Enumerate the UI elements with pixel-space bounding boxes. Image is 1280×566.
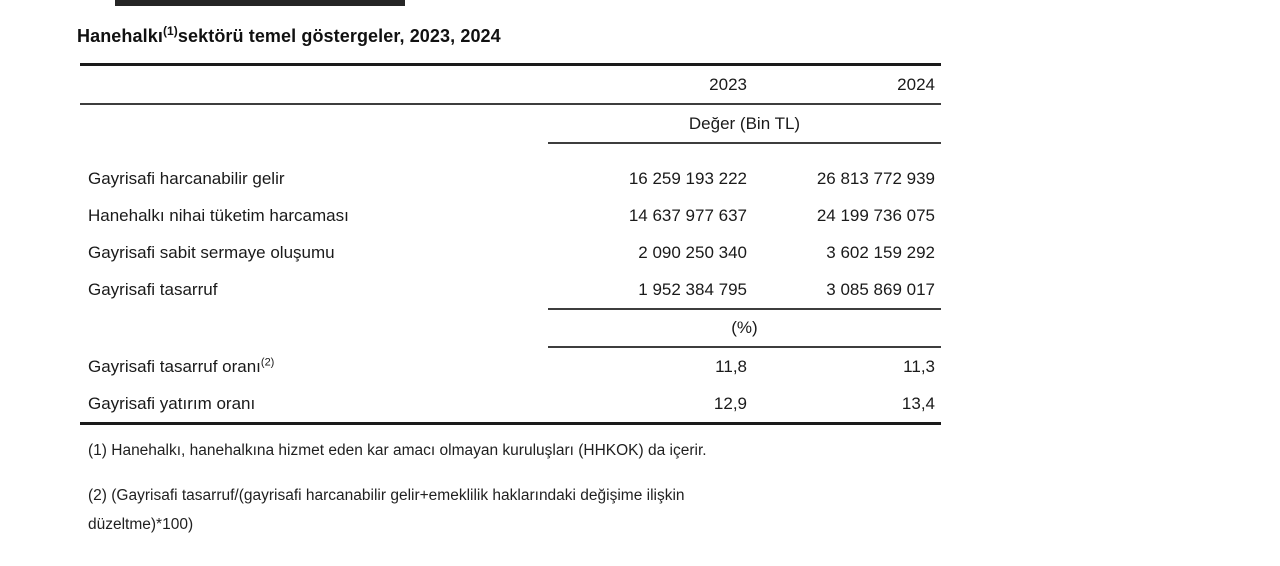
row-label: Gayrisafi harcanabilir gelir [88,168,285,188]
table-header-row: 2023 2024 [80,66,941,103]
row-value-2023: 14 637 977 637 [628,205,747,225]
row-footnote-marker: (2) [260,355,275,368]
row-value-2023: 2 090 250 340 [638,242,747,262]
table-row: Gayrisafi tasarruf 1 952 384 795 3 085 8… [80,271,941,308]
row-value-2024: 26 813 772 939 [816,168,935,188]
row-label: Gayrisafi tasarruf [88,279,218,299]
table-row: Gayrisafi tasarruf oranı(2) 11,8 11,3 [80,348,941,385]
header-year-2023: 2023 [709,74,747,94]
section-header-percent: (%) [731,318,758,337]
page-title-part1: Hanehalkı [77,26,163,47]
row-value-2023: 1 952 384 795 [638,279,747,299]
row-value-2024: 24 199 736 075 [816,205,935,225]
footnote-1: (1) Hanehalkı, hanehalkına hizmet eden k… [88,442,707,459]
page-title-footnote-marker: (1) [162,24,178,39]
table-row: Gayrisafi sabit sermaye oluşumu 2 090 25… [80,234,941,271]
table-row: Hanehalkı nihai tüketim harcaması 14 637… [80,197,941,234]
row-value-2023: 12,9 [713,393,747,413]
table-row: Gayrisafi harcanabilir gelir 16 259 193 … [80,160,941,197]
section-spacer [80,144,941,160]
table-bottom-rule [80,422,941,425]
row-value-2024: 3 085 869 017 [826,279,935,299]
row-label: Gayrisafi yatırım oranı [80,394,548,414]
section-value-rule [548,142,941,144]
row-label-text: Gayrisafi yatırım oranı [88,393,256,413]
row-label-text: Gayrisafi tasarruf oranı [88,356,261,376]
page-title: Hanehalkı(1)sektörü temel göstergeler, 2… [77,24,501,47]
section-percent-bottom-rule [548,346,941,348]
section-header-value: Değer (Bin TL) [688,113,801,133]
table-top-rule [80,63,941,66]
footnote-2: (2) (Gayrisafi tasarruf/(gayrisafi harca… [88,481,948,539]
indicators-table: 2023 2024 Değer (Bin TL) Gayrisafi harca… [80,63,941,425]
header-bottom-rule [80,103,941,105]
row-label: Hanehalkı nihai tüketim harcaması [88,205,349,225]
row-value-2023: 11,8 [715,356,747,376]
table-row: Gayrisafi yatırım oranı 12,9 13,4 [80,385,941,422]
header-year-2024: 2024 [897,74,935,94]
footnote-2-line2: düzeltme)*100) [88,516,194,533]
row-value-2024: 3 602 159 292 [826,242,935,262]
row-label: Gayrisafi tasarruf oranı(2) [80,355,548,377]
section-percent-top-rule [548,308,941,310]
row-value-2023: 16 259 193 222 [628,168,747,188]
cropped-top-artifact-bar [115,0,405,6]
footnote-2-line1: (2) (Gayrisafi tasarruf/(gayrisafi harca… [88,487,685,504]
row-value-2024: 11,3 [903,356,935,376]
page-title-part2: sektörü temel göstergeler, 2023, 2024 [177,26,501,47]
row-value-2024: 13,4 [901,393,935,413]
row-label: Gayrisafi sabit sermaye oluşumu [88,242,335,262]
